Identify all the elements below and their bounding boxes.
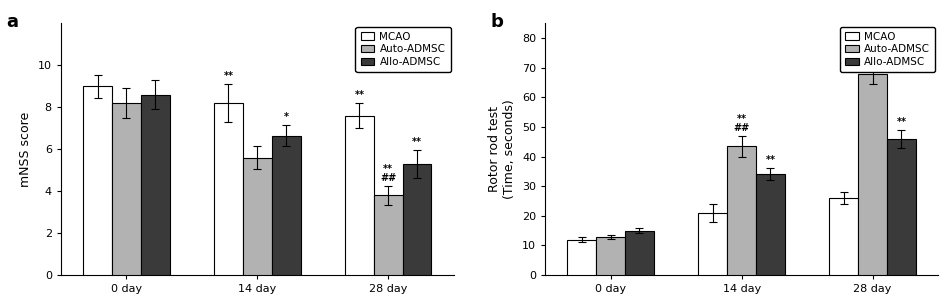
Text: **: ** [224, 71, 233, 81]
Text: a: a [6, 13, 18, 31]
Bar [271, 136, 301, 275]
Bar [345, 116, 374, 275]
Bar [887, 139, 916, 275]
Text: **: ** [354, 90, 365, 100]
Bar [567, 240, 596, 275]
Text: **: ** [412, 137, 422, 147]
Legend: MCAO, Auto-ADMSC, Allo-ADMSC: MCAO, Auto-ADMSC, Allo-ADMSC [355, 26, 450, 72]
Y-axis label: Rotor rod test
(Time, seconds): Rotor rod test (Time, seconds) [488, 99, 517, 199]
Bar [214, 103, 243, 275]
Bar [829, 198, 858, 275]
Text: **
##: ** ## [734, 114, 750, 133]
Bar [141, 95, 169, 275]
Bar [83, 86, 112, 275]
Bar [756, 174, 784, 275]
Text: **: ** [765, 156, 776, 165]
Text: **
##: ** ## [380, 164, 396, 183]
Bar [403, 164, 431, 275]
Bar [858, 74, 887, 275]
Text: **: ** [897, 117, 906, 127]
Text: b: b [490, 13, 503, 31]
Bar [727, 146, 756, 275]
Bar [374, 195, 403, 275]
Text: *: * [284, 112, 288, 122]
Bar [596, 237, 625, 275]
Bar [625, 231, 654, 275]
Y-axis label: mNSS score: mNSS score [19, 111, 32, 187]
Text: **
##: ** ## [864, 42, 881, 60]
Bar [112, 103, 141, 275]
Bar [699, 213, 727, 275]
Legend: MCAO, Auto-ADMSC, Allo-ADMSC: MCAO, Auto-ADMSC, Allo-ADMSC [840, 26, 935, 72]
Bar [243, 158, 271, 275]
